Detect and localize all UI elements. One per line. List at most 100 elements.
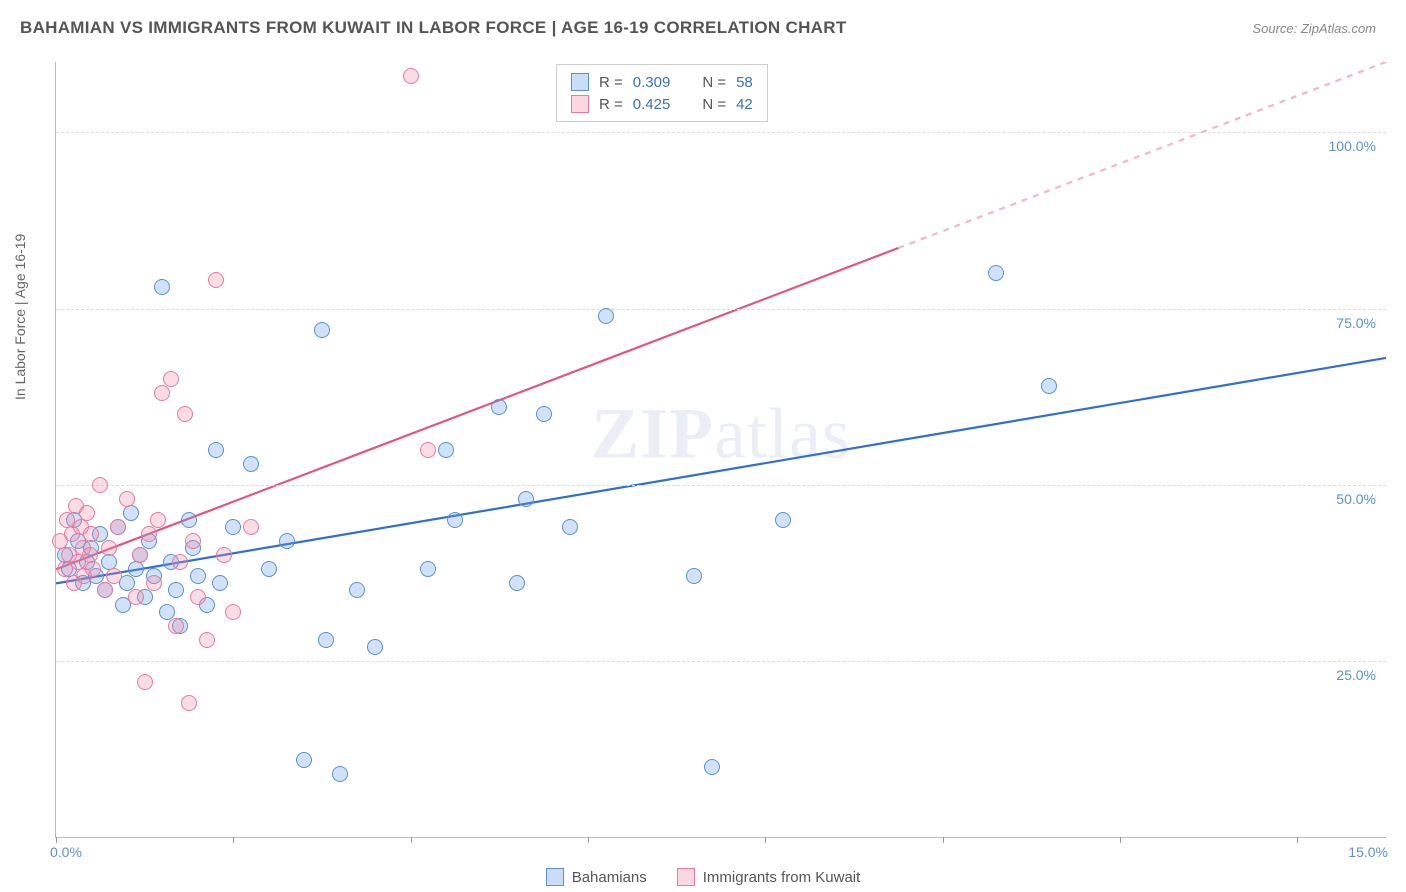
data-point [420, 442, 436, 458]
x-tick [943, 837, 944, 843]
data-point [119, 491, 135, 507]
data-point [177, 406, 193, 422]
stats-row: R = 0.309 N = 58 [571, 71, 753, 93]
data-point [168, 618, 184, 634]
stat-r-value: 0.309 [633, 74, 671, 91]
data-point [154, 279, 170, 295]
data-point [85, 561, 101, 577]
data-point [132, 547, 148, 563]
data-point [243, 456, 259, 472]
gridline [56, 485, 1386, 486]
data-point [225, 519, 241, 535]
legend-item: Bahamians [546, 868, 647, 886]
data-point [243, 519, 259, 535]
data-point [79, 505, 95, 521]
stat-n-label: N = [702, 74, 726, 91]
data-point [190, 568, 206, 584]
data-point [154, 385, 170, 401]
chart-title: BAHAMIAN VS IMMIGRANTS FROM KUWAIT IN LA… [20, 18, 847, 38]
data-point [509, 575, 525, 591]
y-axis-label: In Labor Force | Age 16-19 [12, 234, 28, 400]
stats-legend-box: R = 0.309 N = 58R = 0.425 N = 42 [556, 64, 768, 122]
legend-item: Immigrants from Kuwait [677, 868, 861, 886]
legend-label: Bahamians [572, 869, 647, 886]
watermark: ZIPatlas [591, 393, 851, 476]
data-point [491, 399, 507, 415]
data-point [598, 308, 614, 324]
swatch-icon [677, 868, 695, 886]
data-point [97, 582, 113, 598]
data-point [181, 512, 197, 528]
x-tick [411, 837, 412, 843]
data-point [128, 589, 144, 605]
data-point [199, 632, 215, 648]
gridline [56, 661, 1386, 662]
data-point [137, 674, 153, 690]
data-point [518, 491, 534, 507]
stat-r-value: 0.425 [633, 96, 671, 113]
data-point [106, 568, 122, 584]
data-point [110, 519, 126, 535]
x-tick [765, 837, 766, 843]
data-point [261, 561, 277, 577]
data-point [438, 442, 454, 458]
data-point [420, 561, 436, 577]
data-point [775, 512, 791, 528]
data-point [128, 561, 144, 577]
y-axis-label: 25.0% [1336, 667, 1376, 683]
stat-n-value: 42 [736, 96, 753, 113]
data-point [562, 519, 578, 535]
legend-label: Immigrants from Kuwait [703, 869, 861, 886]
x-tick [1120, 837, 1121, 843]
stat-n-label: N = [702, 96, 726, 113]
data-point [163, 371, 179, 387]
data-point [318, 632, 334, 648]
data-point [332, 766, 348, 782]
data-point [123, 505, 139, 521]
data-point [216, 547, 232, 563]
chart-plot-area: ZIPatlas R = 0.309 N = 58R = 0.425 N = 42 25.0… [55, 62, 1386, 838]
y-axis-label: 100.0% [1329, 138, 1376, 154]
data-point [208, 272, 224, 288]
swatch-icon [546, 868, 564, 886]
swatch-icon [571, 95, 589, 113]
stat-r-label: R = [599, 74, 623, 91]
data-point [101, 540, 117, 556]
data-point [686, 568, 702, 584]
x-tick [1297, 837, 1298, 843]
data-point [150, 512, 166, 528]
x-tick [588, 837, 589, 843]
x-axis-min-label: 0.0% [50, 844, 82, 860]
data-point [447, 512, 463, 528]
source-label: Source: ZipAtlas.com [1252, 21, 1376, 36]
gridline [56, 309, 1386, 310]
data-point [536, 406, 552, 422]
data-point [349, 582, 365, 598]
x-axis-max-label: 15.0% [1348, 844, 1388, 860]
bottom-legend: Bahamians Immigrants from Kuwait [0, 868, 1406, 886]
data-point [92, 477, 108, 493]
x-tick [233, 837, 234, 843]
data-point [185, 533, 201, 549]
data-point [141, 526, 157, 542]
data-point [83, 526, 99, 542]
y-axis-label: 50.0% [1336, 491, 1376, 507]
data-point [208, 442, 224, 458]
data-point [704, 759, 720, 775]
data-point [172, 554, 188, 570]
data-point [314, 322, 330, 338]
x-tick [56, 837, 57, 843]
data-point [367, 639, 383, 655]
y-axis-label: 75.0% [1336, 315, 1376, 331]
data-point [988, 265, 1004, 281]
data-point [296, 752, 312, 768]
gridline [56, 132, 1386, 133]
data-point [190, 589, 206, 605]
stat-n-value: 58 [736, 74, 753, 91]
data-point [212, 575, 228, 591]
swatch-icon [571, 73, 589, 91]
data-point [1041, 378, 1057, 394]
data-point [279, 533, 295, 549]
data-point [403, 68, 419, 84]
data-point [225, 604, 241, 620]
